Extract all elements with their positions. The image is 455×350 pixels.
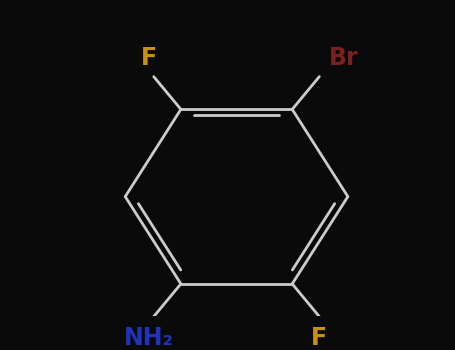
Text: F: F [311,326,328,350]
Text: F: F [141,46,157,70]
Text: NH₂: NH₂ [124,326,174,350]
Text: Br: Br [329,46,358,70]
